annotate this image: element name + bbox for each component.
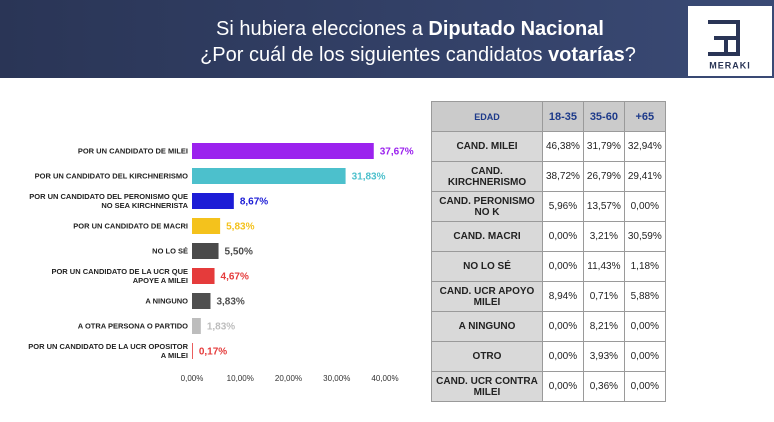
- cell: 0,00%: [542, 341, 584, 372]
- category-label: A NINGUNO: [145, 296, 188, 306]
- banner-title-2: ¿Por cuál de los siguientes candidatos v…: [200, 44, 636, 66]
- row-label: OTRO: [431, 341, 543, 372]
- value-label: 0,17%: [199, 347, 227, 358]
- cell: 0,00%: [623, 191, 666, 222]
- cell: 0,00%: [623, 341, 666, 372]
- cell: 13,57%: [582, 191, 625, 222]
- table-row: A NINGUNO 0,00% 8,21% 0,00%: [431, 311, 666, 342]
- bar: [192, 243, 219, 259]
- cell: 0,00%: [542, 251, 584, 282]
- value-label: 8,67%: [240, 197, 268, 208]
- row-label: NO LO SÉ: [431, 251, 543, 282]
- title-end: ?: [625, 44, 636, 66]
- row-label: CAND. PERONISMO NO K: [431, 191, 543, 222]
- x-tick-label: 10,00%: [227, 374, 254, 383]
- bar: [192, 268, 215, 284]
- x-tick-label: 0,00%: [181, 374, 204, 383]
- cell: 30,59%: [623, 221, 666, 252]
- row-label: CAND. KIRCHNERISMO: [431, 161, 543, 192]
- table-row: NO LO SÉ 0,00% 11,43% 1,18%: [431, 251, 666, 282]
- table-row: CAND. KIRCHNERISMO 38,72% 26,79% 29,41%: [431, 161, 666, 192]
- title-text: ¿Por cuál de los siguientes candidatos: [200, 44, 542, 66]
- cell: 5,96%: [542, 191, 584, 222]
- category-label: POR UN CANDIDATO DE MILEI: [77, 146, 188, 156]
- value-label: 1,83%: [207, 322, 235, 333]
- cell: 3,21%: [582, 221, 625, 252]
- bar: [192, 168, 346, 184]
- table-row: CAND. MACRI 0,00% 3,21% 30,59%: [431, 221, 666, 252]
- cell: 0,00%: [623, 311, 666, 342]
- bar: [192, 293, 211, 309]
- cell: 26,79%: [582, 161, 625, 192]
- cell: 0,71%: [582, 281, 625, 312]
- cell: 32,94%: [623, 131, 666, 162]
- row-label: CAND. UCR CONTRA MILEI: [431, 371, 543, 402]
- bar: [192, 143, 374, 159]
- value-label: 4,67%: [221, 272, 249, 283]
- category-label: POR UN CANDIDATO DE LA UCR OPOSITOR A MI…: [28, 342, 188, 360]
- table-row: CAND. MILEI 46,38% 31,79% 32,94%: [431, 131, 666, 162]
- cell: 0,00%: [542, 311, 584, 342]
- cell: 0,00%: [623, 371, 666, 402]
- value-label: 5,50%: [225, 247, 253, 258]
- value-label: 3,83%: [216, 297, 244, 308]
- cell: 38,72%: [542, 161, 584, 192]
- title-text: Si hubiera elecciones a: [216, 18, 424, 40]
- cell: 46,38%: [542, 131, 584, 162]
- table-row: CAND. UCR CONTRA MILEI 0,00% 0,36% 0,00%: [431, 371, 666, 402]
- bar: [192, 218, 221, 234]
- category-label: POR UN CANDIDATO DE LA UCR QUE APOYE A M…: [51, 267, 188, 285]
- category-label: POR UN CANDIDATO DEL KIRCHNERISMO: [34, 171, 188, 181]
- header-cell: EDAD: [431, 101, 543, 132]
- x-tick-label: 20,00%: [275, 374, 302, 383]
- logo-text: MERAKI: [709, 60, 751, 70]
- category-label: POR UN CANDIDATO DEL PERONISMO QUE NO SE…: [29, 192, 188, 210]
- x-tick-label: 30,00%: [323, 374, 350, 383]
- banner-title-1: Si hubiera elecciones a Diputado Naciona…: [216, 18, 604, 40]
- cell: 0,36%: [582, 371, 625, 402]
- cell: 8,94%: [542, 281, 584, 312]
- table-row: CAND. UCR APOYO MILEI 8,94% 0,71% 5,88%: [431, 281, 666, 312]
- row-label: A NINGUNO: [431, 311, 543, 342]
- x-tick-label: 40,00%: [371, 374, 398, 383]
- row-label: CAND. UCR APOYO MILEI: [431, 281, 543, 312]
- category-label: A OTRA PERSONA O PARTIDO: [77, 321, 188, 331]
- table-row: OTRO 0,00% 3,93% 0,00%: [431, 341, 666, 372]
- logo-box: [688, 6, 772, 76]
- cell: 8,21%: [582, 311, 625, 342]
- value-label: 37,67%: [380, 147, 414, 158]
- header-cell: 18-35: [542, 101, 584, 132]
- row-label: CAND. MILEI: [431, 131, 543, 162]
- value-label: 31,83%: [352, 172, 386, 183]
- title-bold: votarías: [548, 44, 625, 66]
- cell: 11,43%: [582, 251, 625, 282]
- cell: 3,93%: [582, 341, 625, 372]
- cell: 29,41%: [623, 161, 666, 192]
- cell: 5,88%: [623, 281, 666, 312]
- cell: 1,18%: [623, 251, 666, 282]
- category-label: POR UN CANDIDATO DE MACRI: [73, 221, 188, 231]
- bar: [192, 318, 201, 334]
- category-label: NO LO SÉ: [152, 246, 188, 256]
- cell: 0,00%: [542, 221, 584, 252]
- logo-mark: [708, 20, 740, 56]
- cell: 31,79%: [582, 131, 625, 162]
- age-table: EDAD 18-35 35-60 +65 CAND. MILEI 46,38% 31,79%…: [431, 101, 666, 402]
- header-cell: 35-60: [582, 101, 625, 132]
- value-label: 5,83%: [226, 222, 254, 233]
- header-cell: +65: [623, 101, 666, 132]
- cell: 0,00%: [542, 371, 584, 402]
- bar: [192, 193, 234, 209]
- title-bold: Diputado Nacional: [428, 18, 604, 40]
- table-row: CAND. PERONISMO NO K 5,96% 13,57% 0,00%: [431, 191, 666, 222]
- banner: [0, 0, 774, 78]
- table-header-row: EDAD 18-35 35-60 +65: [431, 101, 666, 132]
- bar: [192, 343, 193, 359]
- row-label: CAND. MACRI: [431, 221, 543, 252]
